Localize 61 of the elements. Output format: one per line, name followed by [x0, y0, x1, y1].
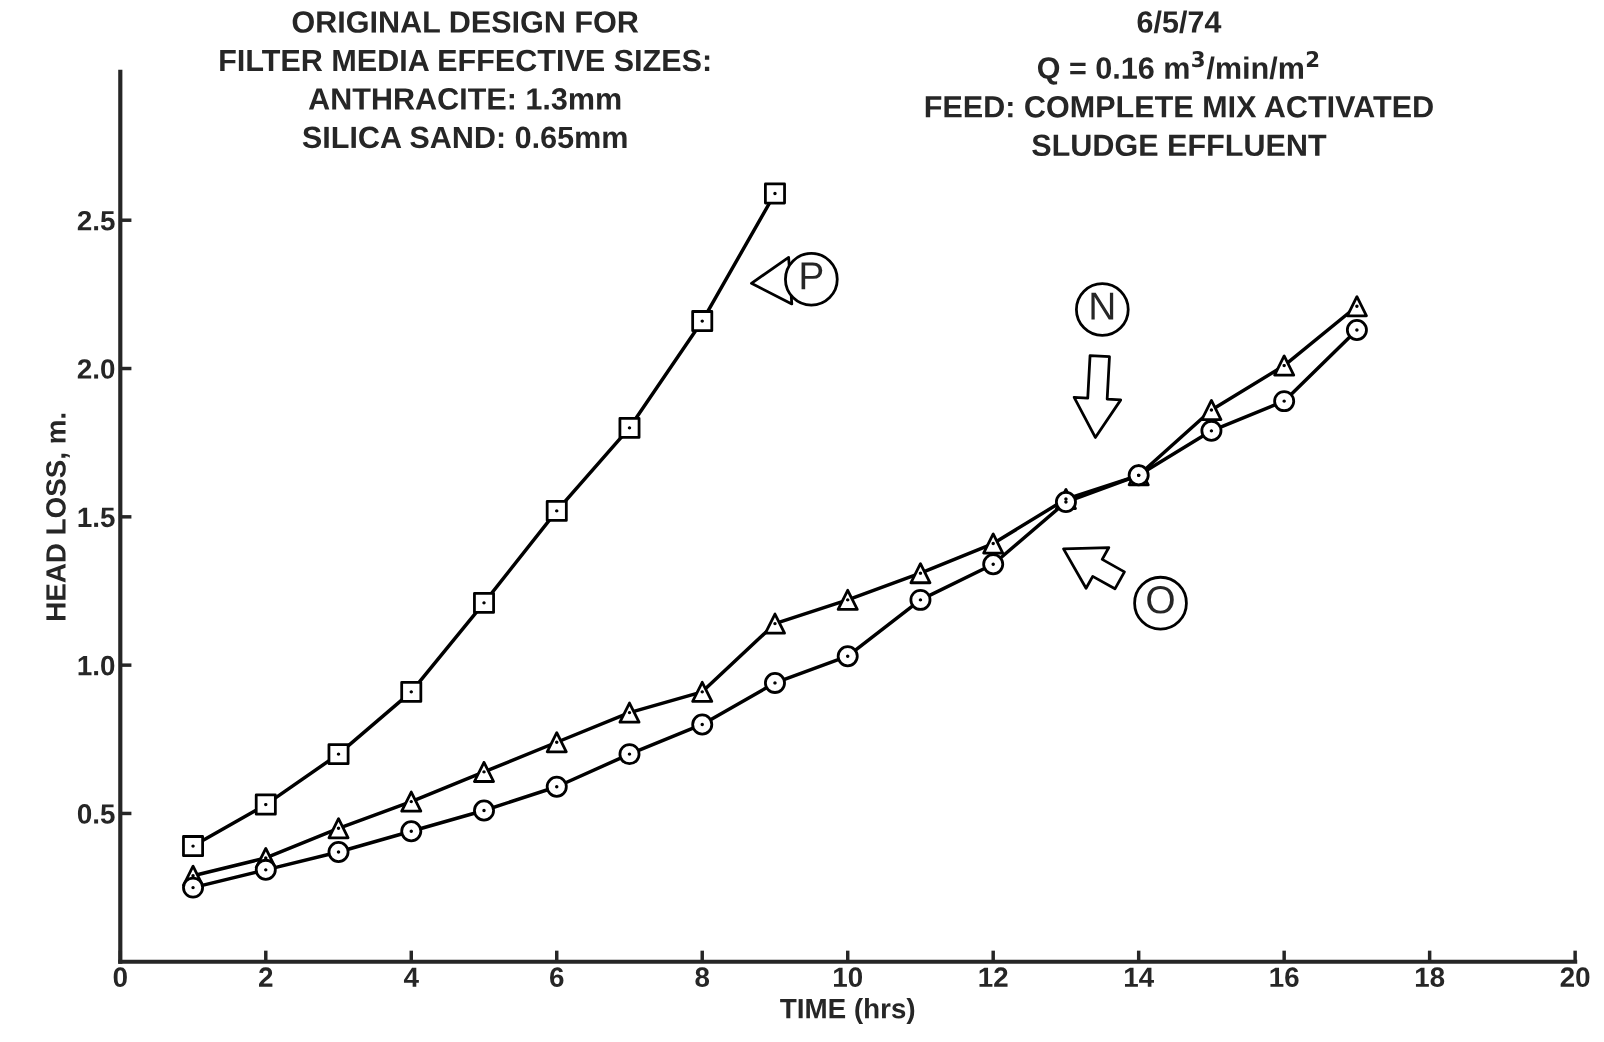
point [254, 793, 277, 816]
point [1054, 491, 1077, 513]
x-tick-label: 14 [1124, 967, 1154, 987]
point [327, 841, 350, 863]
chart-title: ORIGINAL DESIGN FOR FILTER MEDIA EFFECTIVE SIZES: ANTHRACITE: 1.3mm SILICA SAND: 0.65mm [220, 11, 710, 149]
x-tick-label: 4 [403, 967, 419, 987]
point [545, 731, 568, 754]
point [1345, 319, 1368, 341]
y-tick-label: 2.0 [77, 359, 115, 379]
point [836, 645, 859, 668]
x-tick-label: 12 [979, 967, 1008, 987]
y-tick-label: 1.0 [78, 655, 115, 676]
point [545, 499, 568, 522]
point [400, 790, 423, 813]
point [691, 713, 714, 736]
point [182, 835, 204, 858]
point [764, 612, 786, 635]
point [909, 562, 932, 585]
x-axis-title: TIME (hrs) [780, 998, 915, 1024]
y-tick-label: 1.5 [78, 507, 115, 528]
point [545, 775, 568, 798]
text: 6/5/74 Q = 0.16 m$^{3}$/min/m$^{2}$ FEED: COMPLETE MIX ACTIVATED SLUDGE EFFLUENT [925, 10, 1433, 157]
point [1273, 390, 1296, 413]
point [691, 310, 714, 333]
point [764, 182, 786, 205]
annotation: P [801, 262, 823, 290]
point [1273, 354, 1296, 377]
point [618, 701, 641, 724]
point [618, 416, 641, 439]
y-tick-label: 0.5 [77, 804, 115, 824]
point [327, 743, 350, 766]
x-tick-label: 18 [1415, 967, 1445, 988]
point [618, 743, 641, 766]
x-tick-label: 8 [695, 967, 710, 988]
point [400, 820, 423, 843]
point [836, 588, 859, 611]
point [182, 876, 204, 899]
point [1200, 419, 1223, 442]
point [1345, 295, 1368, 318]
point [327, 817, 350, 840]
x-tick-label: 6 [550, 967, 564, 988]
x-tick-label: 2 [259, 967, 273, 987]
point [473, 799, 495, 822]
point [473, 760, 495, 783]
annotation: O [1147, 586, 1174, 614]
point [254, 858, 277, 881]
point [909, 588, 932, 611]
point [764, 671, 786, 694]
point [473, 591, 495, 614]
y-tick-label: 2.5 [77, 210, 115, 231]
annotation: N [1091, 292, 1114, 320]
x-tick-label: 10 [834, 967, 863, 988]
x-tick-label: 16 [1270, 967, 1299, 988]
y-axis-title: HEAD LOSS, m. [46, 413, 70, 620]
point [400, 680, 423, 703]
point [982, 532, 1005, 555]
point [982, 553, 1005, 576]
point [691, 680, 714, 703]
x-tick-label: 0 [113, 967, 127, 988]
x-tick-label: 20 [1560, 967, 1590, 988]
point [1200, 399, 1223, 422]
